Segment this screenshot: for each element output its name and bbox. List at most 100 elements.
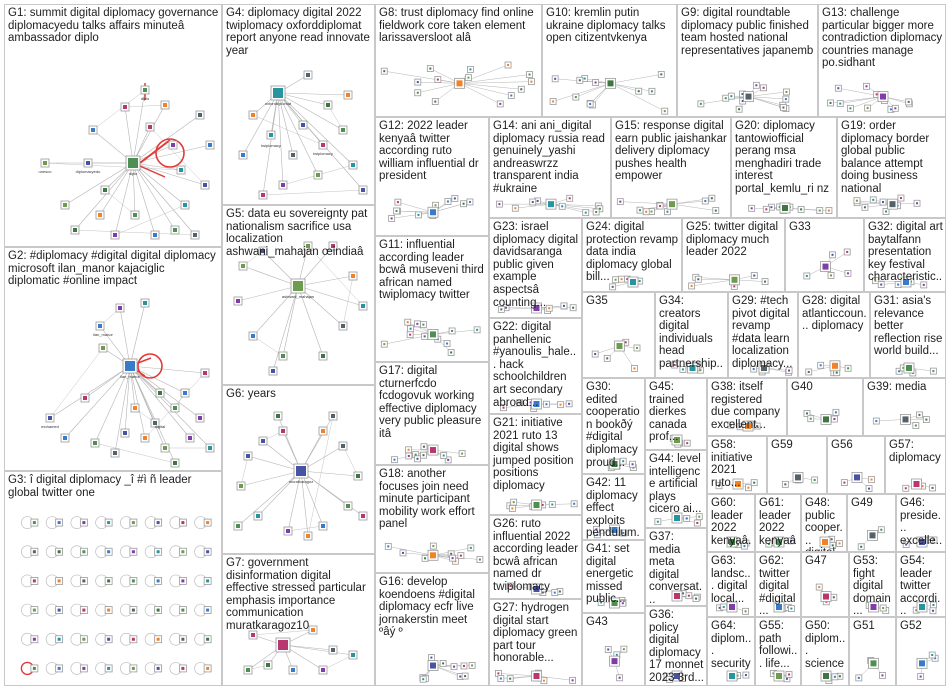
group-g61[interactable]: G61: leader 2022 kenyaâ... [755, 494, 801, 552]
node-icon [338, 441, 348, 451]
group-label: G16: develop koendoens #digital diplomac… [379, 576, 475, 639]
node-icon [140, 298, 150, 308]
group-network: diplo unesco diplomacyedu diplo [39, 83, 215, 240]
group-g9[interactable]: G9: digital roundtable diplomacy public … [677, 4, 818, 117]
edge [240, 470, 302, 487]
group-g3[interactable]: G3: î digital diplomacy _î #ì ñ leader g… [4, 471, 222, 686]
group-g59[interactable]: G59 [767, 436, 827, 494]
node-icon [572, 93, 580, 101]
group-g30[interactable]: G30: edited cooperation bookðý #digital … [582, 378, 645, 474]
group-g54[interactable]: G54: leader twitter accordi... [896, 552, 946, 617]
node-label: mohamed [41, 424, 59, 429]
group-g19[interactable]: G19: order diplomacy border global publi… [837, 117, 946, 218]
group-g28[interactable]: G28: digital atlanticcoun... diplomacy [798, 292, 870, 378]
group-g14[interactable]: G14: ani ani_digital diplomacy russia re… [489, 117, 611, 218]
group-g57[interactable]: G57: diplomacy [885, 436, 946, 494]
group-g11[interactable]: G11: influential according leader bcwâ m… [375, 236, 489, 362]
group-label: G2: #diplomacy #digital digital diplomac… [8, 250, 216, 288]
group-g42[interactable]: G42: 11 diplomacy effect exploits pendul… [582, 474, 645, 540]
group-g49[interactable]: G49 [847, 494, 896, 552]
group-g51[interactable]: G51 [849, 617, 896, 686]
node-icon [415, 211, 422, 219]
group-g62[interactable]: G62: twitter digital #digital... [755, 552, 801, 617]
group-g18[interactable]: G18: another focuses join need minute pa… [375, 465, 489, 573]
group-g2[interactable]: G2: #diplomacy #digital digital diplomac… [4, 247, 222, 471]
group-g48[interactable]: G48: public cooper... digital... [801, 494, 847, 552]
node-icon [303, 241, 313, 251]
group-g15[interactable]: G15: response digital earn public jaisha… [611, 117, 731, 218]
group-g1[interactable]: G1: summit digital diplomacy governance … [4, 4, 222, 247]
node-icon [104, 606, 113, 614]
group-g47[interactable]: G47 [801, 552, 849, 617]
group-g22[interactable]: G22: digital panhellenic #yanoulis_hale.… [489, 318, 582, 414]
node-icon [178, 547, 187, 556]
group-g4[interactable]: G4: diplomacy digital 2022 twiplomacy ox… [222, 4, 375, 205]
group-g20[interactable]: G20: diplomacy tantowiofficial perang ms… [731, 117, 837, 218]
group-g17[interactable]: G17: digital cturnerfcdo fcdogovuk worki… [375, 362, 489, 465]
edge [277, 415, 302, 472]
group-g50[interactable]: G50: diplom... science [801, 617, 849, 686]
group-g56[interactable]: G56 [827, 436, 885, 494]
node-icon [278, 351, 288, 361]
node-icon [155, 388, 165, 398]
group-g38[interactable]: G38: itself registered due company excel… [707, 378, 787, 436]
edge [282, 644, 354, 656]
group-g21[interactable]: G21: initiative 2021 ruto 13 digital sho… [489, 414, 582, 515]
hub-node-icon [427, 660, 439, 671]
group-label: G31: asia's relevance better reflection … [874, 295, 943, 358]
group-g32[interactable]: G32: digital art baytalfann presentation… [864, 218, 946, 292]
edge [342, 275, 354, 327]
group-g8[interactable]: G8: trust diplomacy find online fieldwor… [375, 4, 542, 117]
group-g27[interactable]: G27: hydrogen digital start diplomacy gr… [489, 599, 582, 686]
group-g31[interactable]: G31: asia's relevance better reflection … [870, 292, 946, 378]
group-g7[interactable]: G7: government disinformation digital ef… [222, 554, 375, 686]
group-g26[interactable]: G26: ruto influential 2022 according lea… [489, 515, 582, 599]
node-label: diplo [141, 96, 150, 101]
group-g40[interactable]: G40 [787, 378, 863, 436]
group-network [497, 302, 577, 314]
group-g12[interactable]: G12: 2022 leader kenyaâ twitter accordin… [375, 117, 489, 236]
hub-node-icon [666, 198, 678, 210]
hub-node-icon [732, 478, 744, 490]
group-g58[interactable]: G58: initiative 2021 ruto... [707, 436, 767, 494]
group-g39[interactable]: G39: media [863, 378, 946, 436]
group-g23[interactable]: G23: israel diplomacy digital davidsaran… [489, 218, 582, 318]
node-icon [129, 577, 138, 585]
node-icon [843, 248, 851, 256]
group-g34[interactable]: G34: creators digital individuals head p… [655, 292, 728, 378]
group-g24[interactable]: G24: digital protection revamp data indi… [582, 218, 682, 292]
group-g64[interactable]: G64: diplom... security [707, 617, 755, 686]
node-icon [434, 76, 442, 83]
group-g60[interactable]: G60: leader 2022 kenyaâ... [707, 494, 755, 552]
node-icon [722, 94, 730, 102]
group-g13[interactable]: G13: challenge particular bigger more co… [818, 4, 946, 117]
group-g41[interactable]: G41: set digital energetic missed public… [582, 540, 645, 613]
group-g45[interactable]: G45: trained dierkes canada prof... [645, 378, 707, 450]
group-g33[interactable]: G33 [785, 218, 864, 292]
node-icon [526, 71, 533, 78]
group-g46[interactable]: G46: preside... excelle... addifo... [896, 494, 946, 552]
group-g44[interactable]: G44: level intelligence artificial plays… [645, 450, 707, 528]
group-g10[interactable]: G10: kremlin putin ukraine diplomacy tal… [542, 4, 677, 117]
group-g37[interactable]: G37: media meta digital conversat... [645, 528, 707, 606]
edge [277, 92, 284, 186]
group-g52[interactable]: G52 [896, 617, 946, 686]
group-g5[interactable]: G5: data eu sovereignty pat nationalism … [222, 205, 375, 385]
group-g43[interactable]: G43 [582, 613, 645, 686]
group-g6[interactable]: G6: years muratkaragoz [222, 385, 375, 554]
group-label: G64: diplom... security [711, 620, 752, 670]
group-g55[interactable]: G55: path followi... life... [755, 617, 801, 686]
group-g35[interactable]: G35 [582, 292, 655, 378]
group-g53[interactable]: G53: fight digital domain... [849, 552, 896, 617]
node-label: ilan_manor [120, 374, 140, 379]
group-g63[interactable]: G63: landsc... digital local... [707, 552, 755, 617]
node-icon [815, 583, 823, 591]
group-g29[interactable]: G29: #tech pivot digital revamp #data le… [728, 292, 798, 378]
group-g25[interactable]: G25: twitter digital diplomacy much lead… [682, 218, 785, 292]
group-g36[interactable]: G36: policy digital diplomacy 17 monnet … [645, 606, 707, 686]
group-g16[interactable]: G16: develop koendoens #digital diplomac… [375, 573, 489, 686]
edge [129, 365, 176, 409]
edge [149, 126, 206, 186]
hub-node-icon [122, 358, 138, 374]
edge [322, 654, 354, 671]
